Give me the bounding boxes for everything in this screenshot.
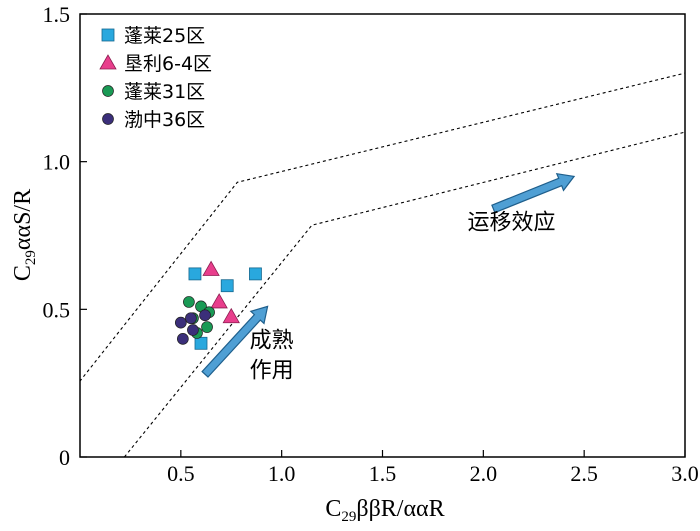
y-tick-label: 1.5: [43, 2, 71, 27]
x-tick-label: 0.5: [167, 461, 195, 486]
annotation-text-1: 运移效应: [468, 211, 556, 236]
y-tick-label: 1.0: [43, 150, 71, 175]
legend-label-1: 蓬莱25区: [124, 25, 205, 47]
x-tick-label: 3.0: [671, 461, 699, 486]
annotation-line: 成熟: [250, 329, 294, 354]
annotation-text-2: 成熟作用: [250, 329, 294, 384]
point-series-4: [185, 312, 197, 325]
legend-marker-4: [102, 113, 114, 125]
point-series-1: [220, 279, 234, 293]
point-series-1: [194, 336, 208, 350]
legend-marker-1: [101, 28, 115, 42]
legend-label-4: 渤中36区: [124, 109, 205, 131]
annotation-line: 作用: [250, 359, 294, 384]
point-series-1: [188, 267, 202, 281]
x-tick-label: 2.5: [570, 461, 598, 486]
legend-marker-3: [102, 85, 114, 97]
point-series-4: [174, 316, 187, 329]
y-tick-label: 0.5: [43, 297, 71, 322]
y-tick-label: 0: [59, 445, 70, 470]
point-series-2: [210, 293, 228, 309]
y-axis-title: C29ααS/R: [10, 189, 39, 281]
point-series-4: [199, 309, 211, 322]
point-series-3: [183, 296, 195, 308]
x-tick-label: 1.5: [369, 461, 397, 486]
point-series-4: [177, 333, 189, 345]
annotation-line: 运移效应: [468, 211, 556, 236]
axis-ticks: 0.5 1.0 1.5 2.0 2.5 3.0 0 0.5 1.0 1.5: [43, 2, 699, 486]
legend-marker-2: [99, 54, 117, 70]
annotation-arrow-1: [491, 172, 576, 214]
point-series-2: [202, 260, 220, 276]
annotation-arrows: [201, 172, 576, 378]
x-axis-title: C29ββR/ααR: [325, 496, 444, 525]
x-tick-label: 2.0: [470, 461, 498, 486]
point-series-3: [201, 321, 213, 333]
data-points: [174, 260, 262, 350]
legend-label-2: 垦利6-4区: [124, 53, 212, 75]
point-series-1: [249, 267, 262, 281]
legend-label-3: 蓬莱31区: [124, 81, 205, 103]
boundary-line-2: [123, 131, 685, 457]
point-series-4: [187, 324, 199, 336]
boundary-lines: [80, 72, 685, 457]
point-series-2: [222, 307, 240, 324]
annotation-arrow-2: [201, 305, 269, 378]
x-tick-label: 1.0: [268, 461, 296, 486]
boundary-line-1: [80, 72, 685, 382]
